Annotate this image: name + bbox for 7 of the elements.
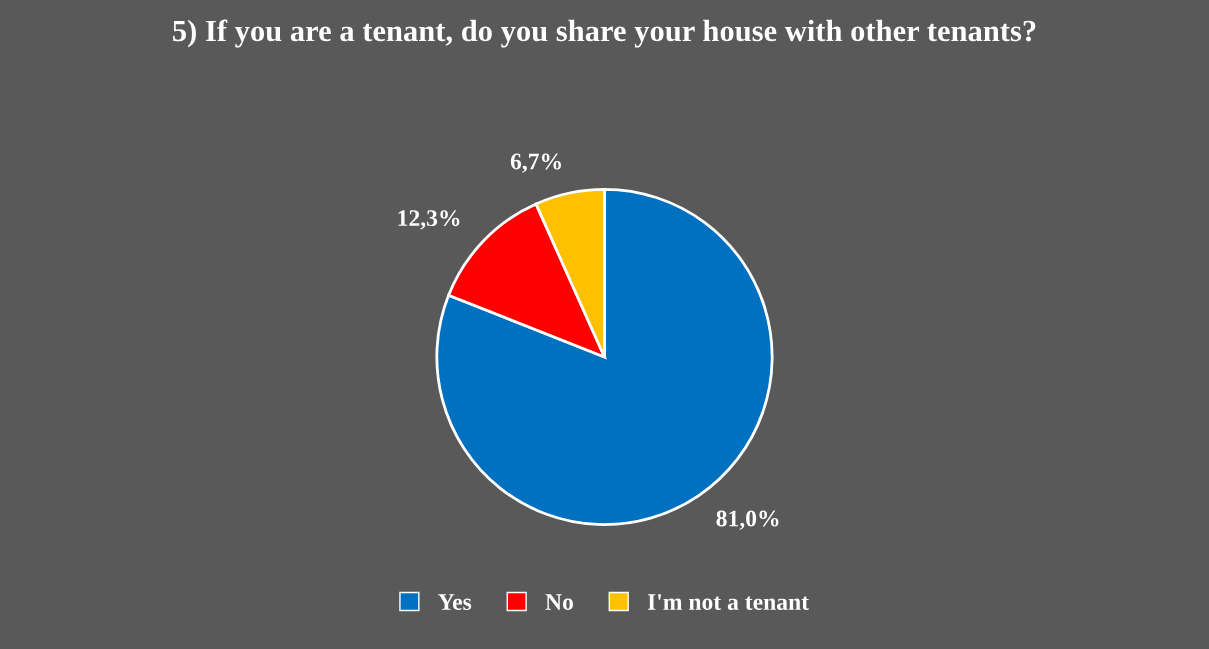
- data-label: 81,0%: [716, 510, 779, 530]
- legend-label: Yes: [438, 594, 472, 610]
- data-label: 6,7%: [510, 153, 561, 173]
- legend-label: I'm not a tenant: [647, 594, 809, 610]
- chart-title: 5) If you are a tenant, do you share your house with other tenants?: [173, 19, 1036, 48]
- data-label: 12,3%: [398, 210, 460, 230]
- legend-label: No: [545, 594, 573, 610]
